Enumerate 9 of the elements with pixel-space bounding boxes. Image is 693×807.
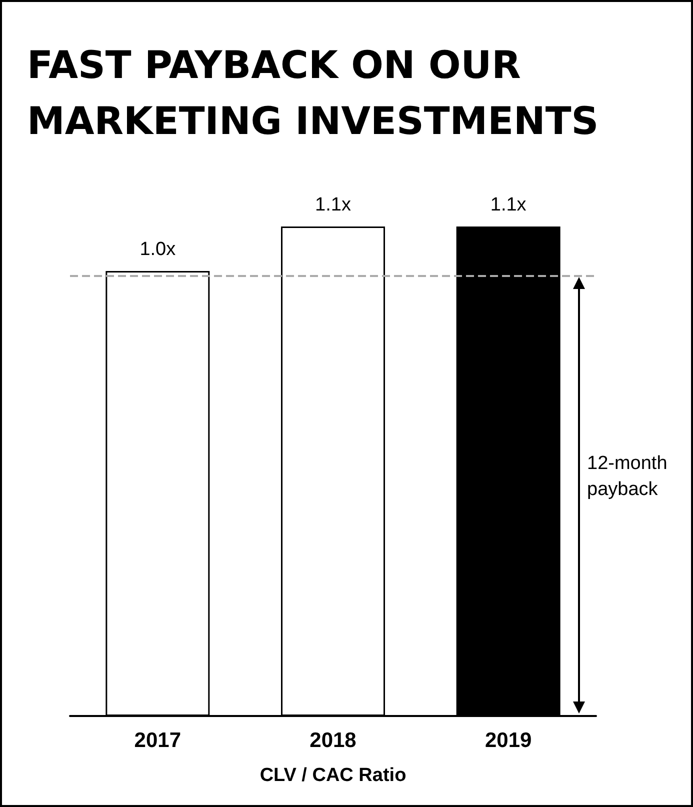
x-axis-title: CLV / CAC Ratio xyxy=(260,765,406,786)
x-tick-label: 2019 xyxy=(484,729,532,752)
chart-title: FAST PAYBACK ON OUR MARKETING INVESTMENTS xyxy=(27,43,599,143)
data-label: 1.0x xyxy=(140,239,176,260)
data-label: 1.1x xyxy=(315,194,352,216)
x-tick-label: 2018 xyxy=(310,729,357,752)
x-tick-label: 2017 xyxy=(134,729,182,752)
annotation: 12-month payback xyxy=(587,453,673,500)
data-label: 1.1x xyxy=(490,194,527,216)
